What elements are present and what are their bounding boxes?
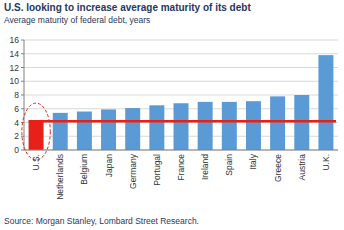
x-tick-label: Austria	[297, 154, 307, 181]
bar	[294, 95, 309, 150]
chart: U.S. looking to increase average maturit…	[0, 0, 344, 230]
bar	[77, 112, 92, 151]
x-tick-label: Japan	[104, 154, 114, 177]
grid-line	[24, 95, 338, 96]
x-tick-label: Greece	[273, 154, 283, 182]
source: Source: Morgan Stanley, Lombard Street R…	[4, 216, 199, 226]
subtitle: Average maturity of federal debt, years	[4, 15, 150, 25]
bar	[53, 113, 68, 150]
bar	[101, 109, 116, 150]
grid-line	[24, 67, 338, 68]
y-tick-label: 12	[10, 63, 20, 73]
bar	[222, 102, 237, 150]
x-tick-label: Spain	[224, 154, 234, 176]
grid-line	[24, 53, 338, 54]
x-axis	[24, 150, 338, 151]
y-tick-label: 8	[14, 90, 19, 100]
grid-line	[24, 150, 338, 151]
grid-line	[24, 81, 338, 82]
y-tick-label: 6	[14, 104, 19, 114]
title: U.S. looking to increase average maturit…	[4, 2, 251, 13]
y-tick-label: 16	[10, 35, 20, 45]
x-tick-label: France	[176, 154, 186, 181]
bar	[246, 101, 261, 150]
x-tick-label: Germany	[128, 153, 138, 189]
bar	[149, 105, 164, 150]
x-tick-label: Belgium	[79, 154, 89, 185]
x-tick-label: U.K.	[321, 154, 331, 171]
y-tick-label: 4	[14, 118, 19, 128]
y-tick-label: 10	[10, 76, 20, 86]
y-tick-label: 14	[10, 49, 20, 59]
bar	[125, 108, 140, 150]
bar	[318, 55, 333, 150]
x-tick-label: Italy	[248, 153, 258, 169]
y-axis	[24, 40, 25, 150]
y-tick-label: 0	[14, 145, 19, 155]
bar	[29, 121, 44, 150]
grid-line	[24, 40, 338, 41]
x-tick-label: Ireland	[200, 154, 210, 180]
reference-line	[29, 120, 336, 123]
bar	[270, 96, 285, 150]
bars	[29, 55, 336, 150]
x-tick-label: U.S.	[31, 154, 41, 171]
highlight-ellipse	[22, 103, 50, 160]
bar	[174, 103, 189, 150]
bar	[198, 102, 213, 150]
y-tick-label: 2	[14, 131, 19, 141]
x-tick-label: Portugal	[152, 154, 162, 186]
x-tick-label: Netherlands	[55, 154, 65, 200]
